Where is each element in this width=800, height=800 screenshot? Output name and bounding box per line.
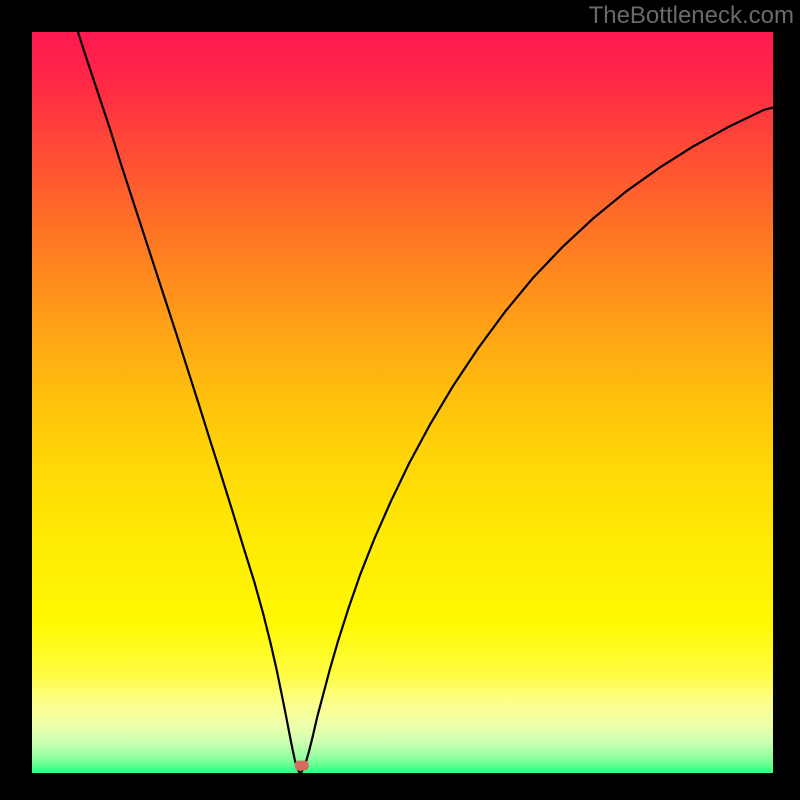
watermark-text: TheBottleneck.com [589,2,794,30]
chart-container: TheBottleneck.com [0,0,800,800]
bottleneck-curve [78,32,773,773]
plot-area [32,32,773,773]
min-marker [295,761,309,771]
curve-layer [32,32,773,773]
